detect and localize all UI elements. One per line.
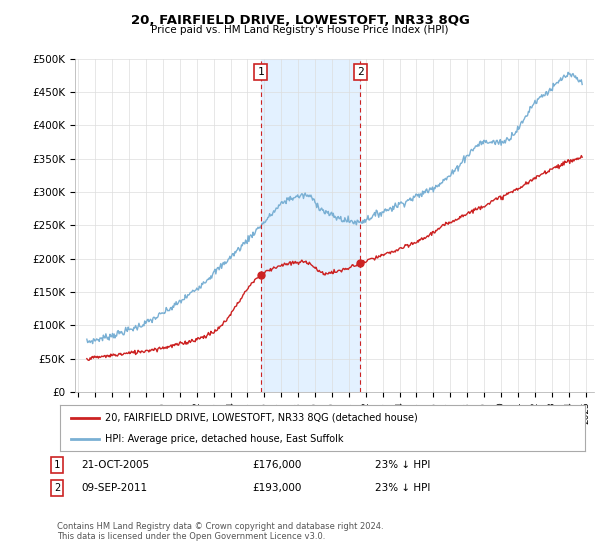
Bar <box>261 59 360 392</box>
Text: 20, FAIRFIELD DRIVE, LOWESTOFT, NR33 8QG (detached house): 20, FAIRFIELD DRIVE, LOWESTOFT, NR33 8QG… <box>104 413 418 423</box>
Text: 20, FAIRFIELD DRIVE, LOWESTOFT, NR33 8QG: 20, FAIRFIELD DRIVE, LOWESTOFT, NR33 8QG <box>131 14 469 27</box>
Text: 21-OCT-2005: 21-OCT-2005 <box>81 460 149 470</box>
Text: 1: 1 <box>257 67 265 77</box>
Text: Price paid vs. HM Land Registry's House Price Index (HPI): Price paid vs. HM Land Registry's House … <box>151 25 449 35</box>
Text: £176,000: £176,000 <box>252 460 301 470</box>
Text: 09-SEP-2011: 09-SEP-2011 <box>81 483 147 493</box>
Text: 23% ↓ HPI: 23% ↓ HPI <box>375 460 430 470</box>
Text: HPI: Average price, detached house, East Suffolk: HPI: Average price, detached house, East… <box>104 435 343 444</box>
Text: 2: 2 <box>357 67 364 77</box>
Text: Contains HM Land Registry data © Crown copyright and database right 2024.
This d: Contains HM Land Registry data © Crown c… <box>57 522 383 542</box>
Text: 23% ↓ HPI: 23% ↓ HPI <box>375 483 430 493</box>
Text: £193,000: £193,000 <box>252 483 301 493</box>
Text: 2: 2 <box>54 483 60 493</box>
Text: 1: 1 <box>54 460 60 470</box>
